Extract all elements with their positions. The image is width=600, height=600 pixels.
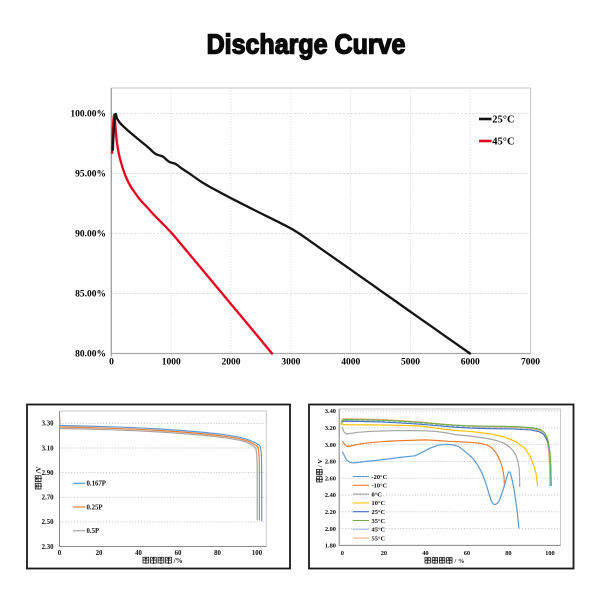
svg-text:0: 0 [58,550,62,557]
svg-text:25°C: 25°C [372,509,386,516]
svg-text:/V: /V [35,466,43,474]
svg-text:3.40: 3.40 [325,408,336,415]
svg-text:80.00%: 80.00% [75,350,106,360]
svg-text:1.80: 1.80 [325,543,336,550]
svg-text:3.30: 3.30 [42,421,54,428]
svg-text:5000: 5000 [401,358,420,368]
svg-text:2.90: 2.90 [42,470,54,477]
svg-text:100: 100 [545,550,555,557]
svg-text:2000: 2000 [222,358,241,368]
svg-text:6000: 6000 [461,358,480,368]
svg-text:0: 0 [341,550,344,557]
svg-text:2.50: 2.50 [42,519,54,526]
svg-text:2.70: 2.70 [42,495,54,502]
svg-text:35°C: 35°C [372,518,386,525]
svg-text:80: 80 [214,550,221,557]
svg-text:3.20: 3.20 [325,425,336,432]
svg-text:0.25P: 0.25P [87,504,103,511]
svg-text:20: 20 [96,550,103,557]
svg-text:2.00: 2.00 [325,526,336,533]
svg-text:/ %: / % [453,558,464,565]
svg-text:2.80: 2.80 [325,459,336,466]
svg-text:60: 60 [464,550,470,557]
svg-text:/ V: / V [317,459,324,468]
svg-text:45°C: 45°C [372,527,386,534]
svg-text:40: 40 [135,550,142,557]
svg-text:3.10: 3.10 [42,445,54,452]
svg-text:0.5P: 0.5P [87,528,100,535]
svg-text:25°C: 25°C [492,115,514,126]
svg-text:-20°C: -20°C [372,474,388,481]
svg-text:55°C: 55°C [372,535,386,542]
svg-text:45°C: 45°C [492,137,514,148]
svg-text:100.00%: 100.00% [70,110,106,120]
svg-text:100: 100 [252,550,263,557]
svg-text:2.20: 2.20 [325,509,336,516]
svg-text:80: 80 [505,550,511,557]
svg-text:60: 60 [175,550,182,557]
svg-text:0: 0 [109,358,114,368]
svg-text:2.30: 2.30 [42,544,54,551]
svg-text:2.40: 2.40 [325,492,336,499]
svg-text:95.00%: 95.00% [75,170,106,180]
svg-text:10°C: 10°C [372,500,386,507]
svg-text:/%: /% [173,557,183,565]
svg-text:40: 40 [422,550,428,557]
svg-text:4000: 4000 [341,358,360,368]
svg-text:7000: 7000 [521,358,540,368]
svg-text:3.00: 3.00 [325,442,336,449]
svg-text:3000: 3000 [281,358,300,368]
svg-text:0.167P: 0.167P [87,481,106,488]
svg-text:2.60: 2.60 [325,475,336,482]
svg-text:85.00%: 85.00% [75,290,106,300]
svg-text:20: 20 [381,550,387,557]
svg-text:90.00%: 90.00% [75,230,106,240]
svg-text:0°C: 0°C [372,491,383,498]
svg-text:1000: 1000 [162,358,181,368]
svg-text:Discharge Curve: Discharge Curve [207,28,406,59]
svg-text:-10°C: -10°C [372,483,388,490]
